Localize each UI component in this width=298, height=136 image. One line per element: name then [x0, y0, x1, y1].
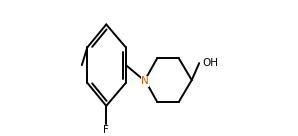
Text: OH: OH: [203, 58, 219, 68]
Text: N: N: [141, 76, 149, 86]
Text: F: F: [103, 125, 109, 135]
